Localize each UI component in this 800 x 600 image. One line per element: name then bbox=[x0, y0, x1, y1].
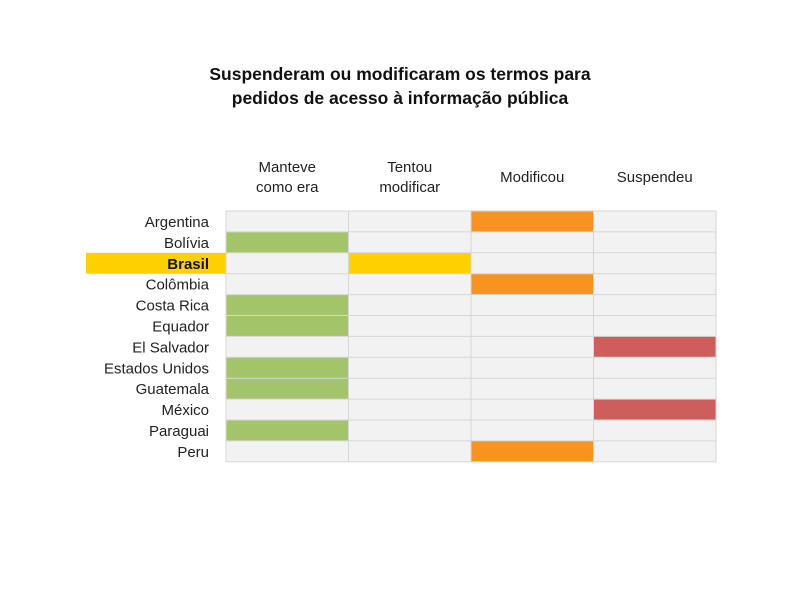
empty-cell-1-2 bbox=[471, 231, 594, 253]
empty-cell-11-3 bbox=[593, 440, 716, 462]
empty-cell-0-0 bbox=[226, 211, 349, 232]
status-cell-2-1 bbox=[348, 252, 471, 274]
empty-cell-9-1 bbox=[348, 399, 471, 420]
column-header-1-line-1: modificar bbox=[379, 179, 440, 196]
status-cell-9-3 bbox=[593, 399, 716, 420]
status-cell-5-0 bbox=[226, 315, 349, 337]
empty-cell-5-2 bbox=[471, 315, 594, 337]
empty-cell-2-3 bbox=[593, 252, 716, 274]
empty-cell-7-2 bbox=[471, 357, 594, 379]
status-cell-3-2 bbox=[471, 273, 594, 295]
empty-cell-4-3 bbox=[593, 294, 716, 316]
status-cell-11-2 bbox=[471, 440, 594, 462]
empty-cell-3-0 bbox=[226, 273, 349, 295]
row-label-9: México bbox=[161, 402, 209, 419]
empty-cell-9-2 bbox=[471, 399, 594, 420]
empty-cell-9-0 bbox=[226, 399, 349, 420]
empty-cell-11-0 bbox=[226, 440, 349, 462]
empty-cell-2-2 bbox=[471, 252, 594, 274]
empty-cell-1-3 bbox=[593, 231, 716, 253]
empty-cell-8-1 bbox=[348, 378, 471, 400]
empty-cell-10-1 bbox=[348, 420, 471, 441]
row-label-11: Peru bbox=[177, 444, 209, 461]
row-label-3: Colômbia bbox=[146, 277, 210, 294]
row-label-8: Guatemala bbox=[136, 381, 210, 398]
status-cell-10-0 bbox=[226, 420, 349, 441]
chart-title-line-1: Suspenderam ou modificaram os termos par… bbox=[209, 64, 591, 84]
status-cell-0-2 bbox=[471, 211, 594, 232]
column-header-1-line-0: Tentou bbox=[387, 159, 432, 176]
chart-title-line-2: pedidos de acesso à informação pública bbox=[231, 88, 569, 108]
empty-cell-4-1 bbox=[348, 294, 471, 316]
empty-cell-7-3 bbox=[593, 357, 716, 379]
status-cell-8-0 bbox=[226, 378, 349, 400]
empty-cell-0-1 bbox=[348, 211, 471, 232]
empty-cell-7-1 bbox=[348, 357, 471, 379]
empty-cell-10-3 bbox=[593, 420, 716, 441]
row-label-0: Argentina bbox=[145, 214, 210, 231]
empty-cell-10-2 bbox=[471, 420, 594, 441]
empty-cell-6-0 bbox=[226, 336, 349, 358]
column-header-0-line-0: Manteve bbox=[258, 159, 316, 176]
empty-cell-3-1 bbox=[348, 273, 471, 295]
empty-cell-0-3 bbox=[593, 211, 716, 232]
row-highlight-2 bbox=[86, 252, 226, 274]
empty-cell-2-0 bbox=[226, 252, 349, 274]
empty-cell-5-1 bbox=[348, 315, 471, 337]
status-cell-6-3 bbox=[593, 336, 716, 358]
row-label-2: Brasil bbox=[167, 256, 209, 273]
empty-cell-6-1 bbox=[348, 336, 471, 358]
row-label-10: Paraguai bbox=[149, 423, 209, 440]
row-label-4: Costa Rica bbox=[136, 298, 210, 315]
row-label-5: Equador bbox=[152, 318, 209, 335]
empty-cell-5-3 bbox=[593, 315, 716, 337]
empty-cell-8-3 bbox=[593, 378, 716, 400]
status-cell-1-0 bbox=[226, 231, 349, 253]
column-header-2-line-0: Modificou bbox=[500, 169, 564, 186]
empty-cell-3-3 bbox=[593, 273, 716, 295]
status-cell-4-0 bbox=[226, 294, 349, 316]
chart-title: Suspenderam ou modificaram os termos par… bbox=[0, 62, 800, 110]
row-label-1: Bolívia bbox=[164, 235, 210, 252]
status-cell-7-0 bbox=[226, 357, 349, 379]
row-label-6: El Salvador bbox=[132, 339, 209, 356]
column-header-0-line-1: como era bbox=[256, 179, 319, 196]
row-label-7: Estados Unidos bbox=[104, 360, 209, 377]
empty-cell-8-2 bbox=[471, 378, 594, 400]
empty-cell-1-1 bbox=[348, 231, 471, 253]
empty-cell-6-2 bbox=[471, 336, 594, 358]
empty-cell-4-2 bbox=[471, 294, 594, 316]
empty-cell-11-1 bbox=[348, 440, 471, 462]
column-header-3-line-0: Suspendeu bbox=[617, 169, 693, 186]
